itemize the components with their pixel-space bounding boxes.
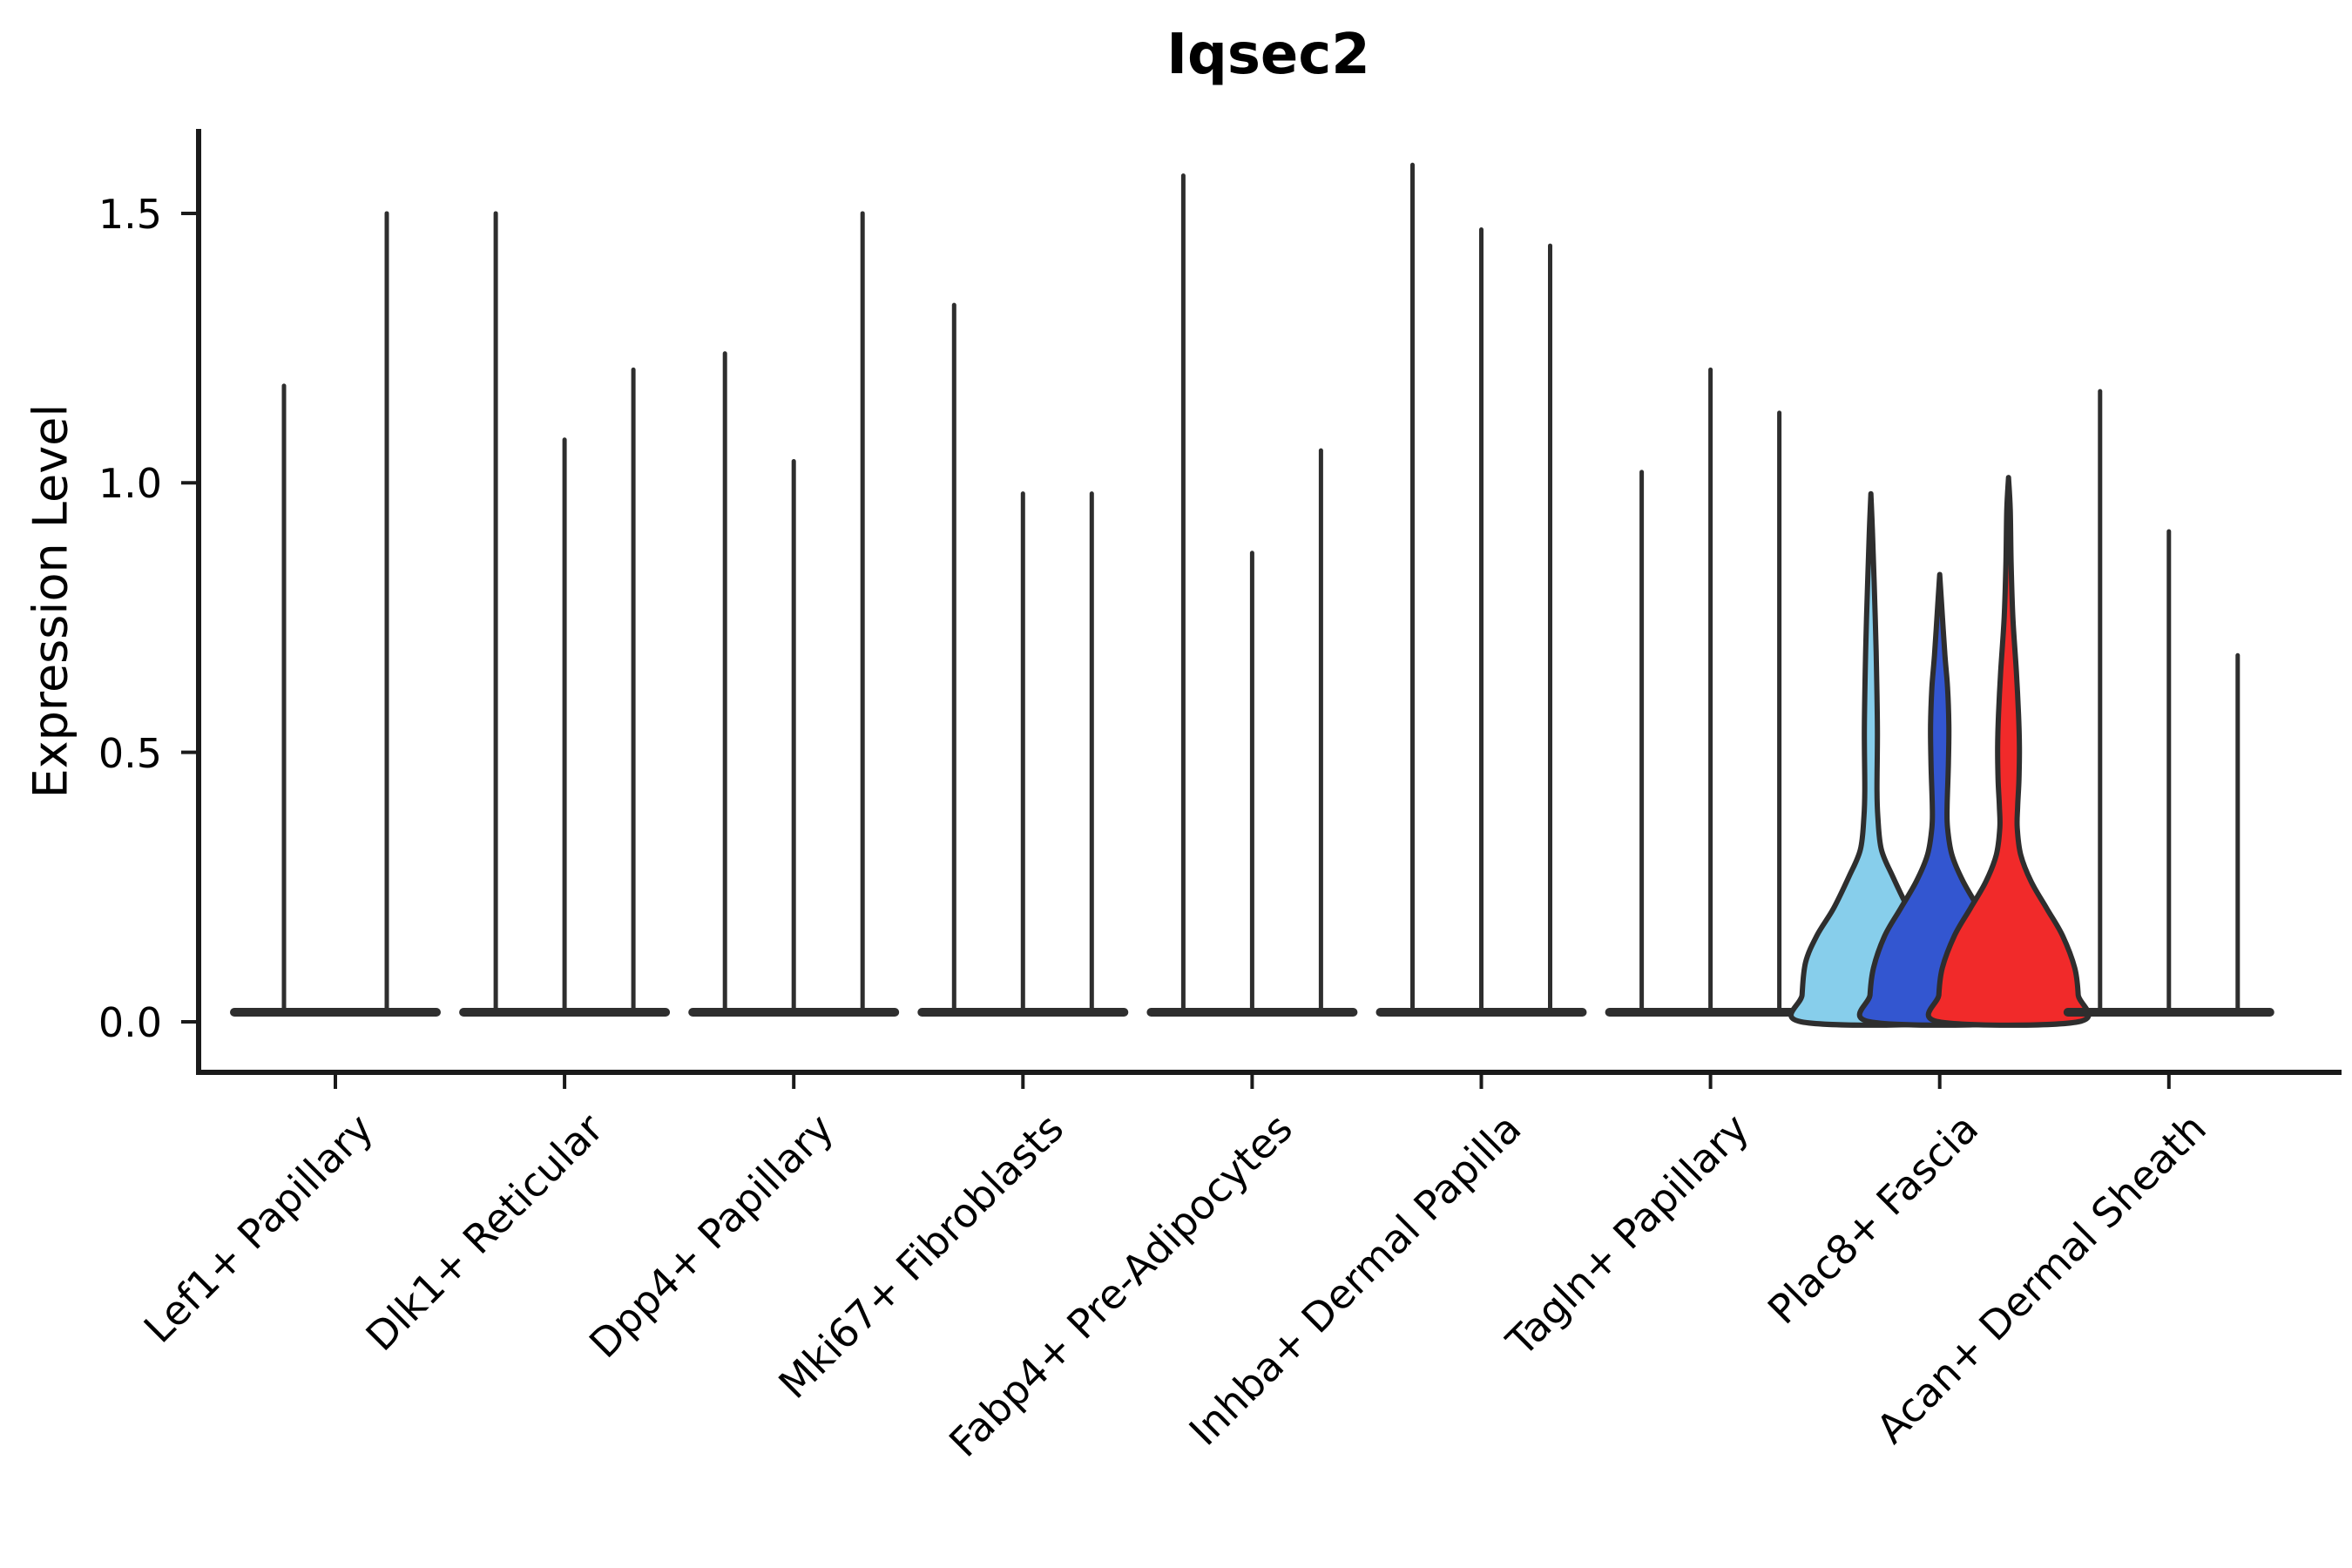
y-tick-label-1.5: 1.5 (98, 191, 162, 238)
violin-colored (1925, 475, 2092, 1028)
y-tick-label-1.0: 1.0 (98, 460, 162, 507)
violin-base (230, 1008, 441, 1017)
chart-title: Iqsec2 (1166, 23, 1370, 87)
violin-colored (1788, 490, 1954, 1028)
y-tick-label-0.5: 0.5 (98, 730, 162, 777)
y-tick-label-0.0: 0.0 (98, 999, 162, 1046)
